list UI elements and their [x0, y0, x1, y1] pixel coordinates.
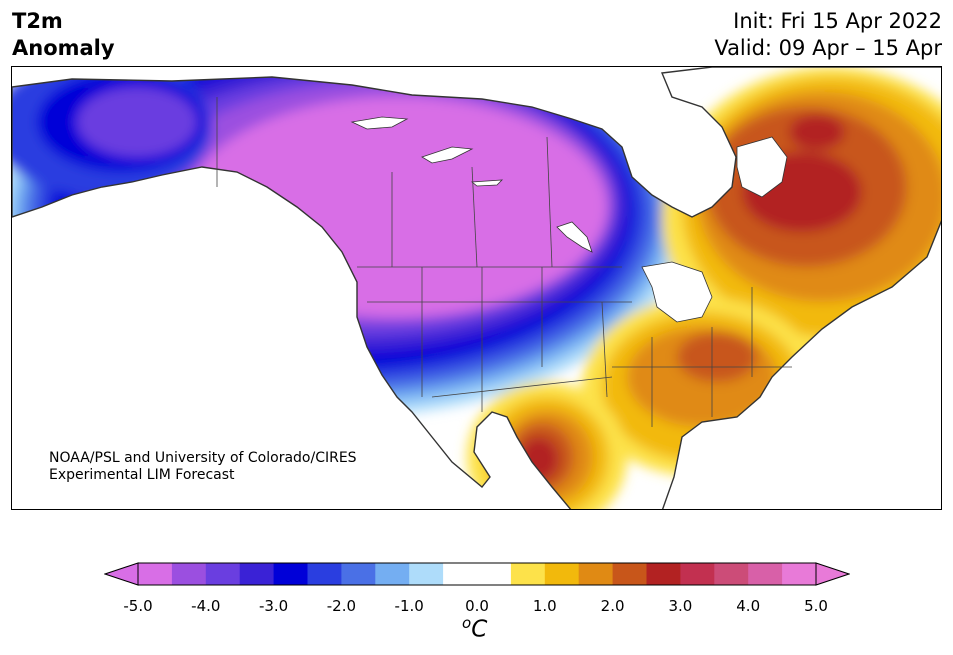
colorbar-bin	[273, 563, 308, 585]
colorbar-bin	[680, 563, 715, 585]
colorbar-tick-label: -4.0	[191, 597, 221, 615]
colorbar-bin	[748, 563, 783, 585]
chart-title: T2m Anomaly	[12, 8, 115, 62]
init-date: Init: Fri 15 Apr 2022	[733, 9, 942, 33]
colorbar-bin	[409, 563, 444, 585]
colorbar-tick-labels: -5.0 -4.0 -3.0 -2.0 -1.0 0.0 1.0 2.0 3.0 4.0 5.0	[0, 597, 953, 617]
colorbar-bin	[714, 563, 749, 585]
colorbar-bin	[239, 563, 275, 585]
colorbar-tick-label: 0.0	[465, 597, 489, 615]
unit-degree: o	[462, 614, 472, 632]
colorbar-frame	[137, 562, 817, 586]
colorbar-bin	[375, 563, 410, 585]
colorbar-tick-label: 3.0	[668, 597, 693, 615]
title-line-1: T2m	[12, 9, 63, 33]
colorbar-bin	[612, 563, 647, 585]
title-line-2: Anomaly	[12, 36, 115, 60]
colorbar	[103, 562, 851, 590]
colorbar-over-arrow	[815, 562, 851, 586]
colorbar-bin	[307, 563, 342, 585]
colorbar-tick-label: 2.0	[600, 597, 625, 615]
colorbar-bin	[510, 563, 546, 585]
credit-line-2: Experimental LIM Forecast	[49, 467, 235, 483]
anomaly-map	[11, 66, 942, 510]
colorbar-tick-label: -5.0	[123, 597, 153, 615]
colorbar-bin	[205, 563, 241, 585]
political-borders	[216, 97, 792, 427]
colorbar-svg	[103, 562, 851, 586]
forecast-dates: Init: Fri 15 Apr 2022 Valid: 09 Apr – 15…	[714, 8, 942, 62]
colorbar-unit: oC	[462, 614, 487, 643]
colorbar-tick-label: 1.0	[532, 597, 557, 615]
lakes	[350, 116, 788, 323]
unit-letter: C	[471, 616, 488, 643]
colorbar-bin	[544, 563, 580, 585]
valid-range: Valid: 09 Apr – 15 Apr	[714, 36, 942, 60]
colorbar-bin	[646, 563, 681, 585]
credit-line-1: NOAA/PSL and University of Colorado/CIRE…	[49, 450, 357, 466]
colorbar-bin	[138, 563, 173, 585]
colorbar-tick-label: -1.0	[394, 597, 424, 615]
colorbar-bin	[171, 563, 207, 585]
colorbar-bin	[578, 563, 614, 585]
colorbar-tick-label: -2.0	[326, 597, 357, 615]
colorbar-bin	[341, 563, 376, 585]
colorbar-bin	[443, 563, 512, 585]
colorbar-tick-label: 5.0	[804, 597, 828, 615]
colorbar-tick-label: 4.0	[736, 597, 761, 615]
map-svg	[12, 67, 941, 509]
colorbar-bin	[782, 563, 817, 585]
colorbar-under-arrow	[103, 562, 139, 586]
forecast-credit: NOAA/PSL and University of Colorado/CIRE…	[49, 450, 357, 484]
colorbar-tick-label: -3.0	[258, 597, 289, 615]
